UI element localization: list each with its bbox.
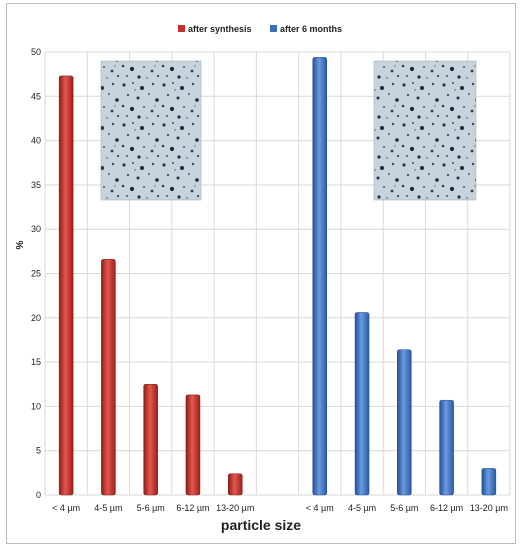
- legend-swatch-after-6-months: [270, 25, 277, 32]
- y-tick-label: 25: [31, 269, 41, 279]
- y-tick-label: 50: [31, 47, 41, 57]
- y-tick-label: 35: [31, 180, 41, 190]
- x-tick-label: 13-20 µm: [470, 503, 508, 513]
- x-tick-label: 4-5 µm: [348, 503, 376, 513]
- bar-after-6-months: [439, 399, 454, 496]
- bar-after-synthesis: [101, 259, 116, 496]
- x-tick-label: 5-6 µm: [390, 503, 418, 513]
- y-tick-label: 20: [31, 313, 41, 323]
- x-tick-label: 13-20 µm: [216, 503, 254, 513]
- x-tick-label: 5-6 µm: [137, 503, 165, 513]
- y-tick-label: 10: [31, 401, 41, 411]
- bars: [58, 57, 497, 496]
- y-tick-label: 40: [31, 136, 41, 146]
- x-tick-labels: < 4 µm 4-5 µm 5-6 µm 6-12 µm 13-20 µm < 4 µm 4…: [52, 503, 508, 513]
- y-tick-label: 45: [31, 91, 41, 101]
- y-tick-label: 5: [36, 446, 41, 456]
- bar-after-synthesis: [58, 75, 74, 496]
- x-tick-label: < 4 µm: [52, 503, 80, 513]
- micrograph-after-synthesis: [100, 60, 202, 201]
- legend: after synthesis after 6 months: [178, 24, 342, 34]
- x-tick-label: 4-5 µm: [94, 503, 122, 513]
- bar-after-synthesis: [227, 473, 243, 496]
- y-tick-label: 30: [31, 224, 41, 234]
- bar-after-synthesis: [185, 394, 201, 496]
- x-axis-title: particle size: [221, 517, 301, 533]
- x-tick-label: < 4 µm: [306, 503, 334, 513]
- y-axis-title: %: [15, 240, 26, 249]
- legend-swatch-after-synthesis: [178, 25, 185, 32]
- x-tick-label: 6-12 µm: [430, 503, 463, 513]
- bar-after-6-months: [354, 312, 370, 496]
- y-tick-label: 15: [31, 357, 41, 367]
- bar-after-6-months: [397, 349, 412, 496]
- legend-label-after-6-months: after 6 months: [280, 24, 342, 34]
- x-tick-label: 6-12 µm: [176, 503, 209, 513]
- bar-after-6-months: [481, 468, 497, 496]
- bar-after-6-months: [312, 57, 328, 496]
- micrograph-after-6-months: [373, 60, 477, 201]
- y-tick-labels: 0 5 10 15 20 25 30 35 40 45 50: [31, 47, 41, 500]
- bar-after-synthesis: [143, 384, 158, 496]
- legend-label-after-synthesis: after synthesis: [188, 24, 252, 34]
- y-tick-label: 0: [36, 490, 41, 500]
